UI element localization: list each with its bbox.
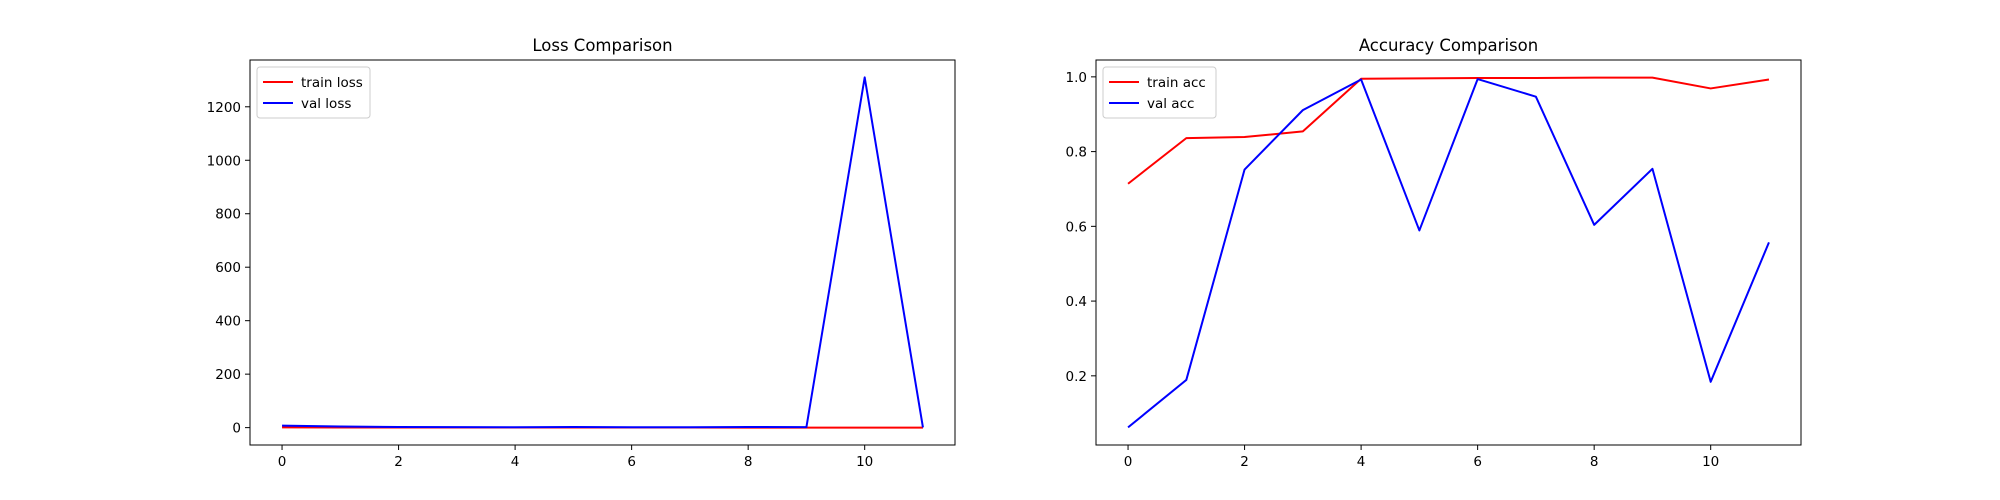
x-tick-label: 8: [1590, 454, 1599, 470]
y-axis-ticks: 0 200 400 600 800 1000 1200: [207, 100, 250, 437]
x-tick-label: 2: [1240, 454, 1249, 470]
y-tick-label: 1.0: [1066, 70, 1087, 86]
legend: train acc val acc: [1102, 66, 1217, 119]
legend-label: train acc: [1147, 75, 1206, 91]
series-line-train-acc: [1127, 76, 1770, 185]
y-tick-label: 0.2: [1066, 369, 1087, 385]
y-tick-label: 600: [215, 260, 241, 276]
x-tick-label: 0: [1124, 454, 1133, 470]
chart-title: Loss Comparison: [532, 36, 672, 55]
x-tick-label: 10: [1702, 454, 1719, 470]
y-tick-label: 0.4: [1066, 294, 1087, 310]
legend-label: train loss: [301, 75, 363, 91]
series-line-val-loss: [282, 76, 924, 429]
legend-label: val loss: [301, 96, 351, 112]
y-tick-label: 0.8: [1066, 145, 1087, 161]
x-tick-label: 2: [394, 454, 403, 470]
legend-entry-train-loss: train loss: [263, 75, 363, 91]
axes-frame: [1095, 59, 1802, 446]
y-tick-label: 400: [215, 314, 241, 330]
x-tick-label: 10: [856, 454, 873, 470]
x-tick-label: 8: [744, 454, 753, 470]
y-tick-label: 0.6: [1066, 219, 1087, 235]
series-layer: [1127, 76, 1770, 429]
series-line-val-acc: [1127, 78, 1770, 429]
y-axis-ticks: 0.2 0.4 0.6 0.8 1.0: [1066, 70, 1096, 385]
legend-entry-val-loss: val loss: [263, 96, 351, 112]
x-tick-label: 0: [278, 454, 287, 470]
legend-entry-train-acc: train acc: [1109, 75, 1206, 91]
x-axis-ticks: 0 2 4 6 8 10: [278, 445, 873, 470]
legend: train loss val loss: [256, 66, 371, 119]
axes-frame: [249, 59, 956, 446]
x-axis-ticks: 0 2 4 6 8 10: [1124, 445, 1719, 470]
legend-box: [256, 66, 371, 119]
x-tick-label: 6: [1473, 454, 1482, 470]
x-tick-label: 4: [1357, 454, 1366, 470]
y-tick-label: 800: [215, 207, 241, 223]
accuracy-comparison-chart: Accuracy Comparison 0 2 4 6 8 10 0.2 0.4 0.6 0.8…: [1066, 36, 1802, 470]
x-tick-label: 4: [511, 454, 520, 470]
plot-area: 0 2 4 6 8 10 0.2 0.4 0.6 0.8 1.0: [1066, 59, 1802, 470]
series-layer: [282, 76, 924, 429]
x-tick-label: 6: [627, 454, 636, 470]
chart-title: Accuracy Comparison: [1359, 36, 1538, 55]
y-tick-label: 1200: [207, 100, 241, 116]
legend-label: val acc: [1147, 96, 1194, 112]
loss-comparison-chart: Loss Comparison 0 2 4 6 8 10 0 200 400 600 800 100…: [207, 36, 956, 470]
plot-area: 0 2 4 6 8 10 0 200 400 600 800 1000 1200: [207, 59, 956, 470]
y-tick-label: 0: [232, 421, 241, 437]
y-tick-label: 1000: [207, 153, 241, 169]
legend-entry-val-acc: val acc: [1109, 96, 1194, 112]
y-tick-label: 200: [215, 367, 241, 383]
legend-box: [1102, 66, 1217, 119]
